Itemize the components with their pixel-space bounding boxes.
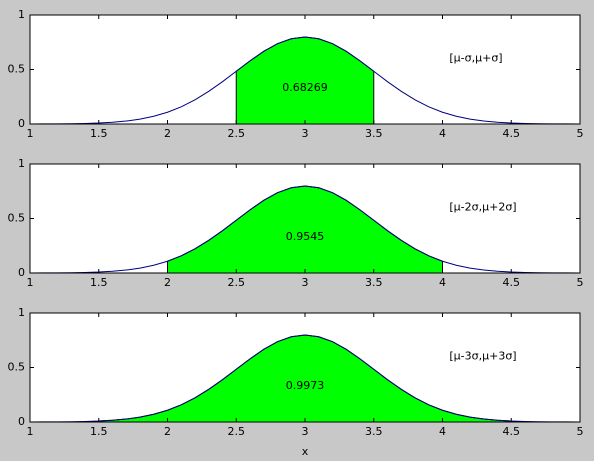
x-axis-label: x	[302, 445, 309, 458]
x-tick-label: 4.5	[503, 127, 521, 140]
x-tick-label: 1.5	[90, 425, 108, 438]
axes-frame	[29, 163, 581, 274]
x-tick-label: 2.5	[228, 276, 246, 289]
y-tick-label: 1	[18, 8, 25, 21]
x-tick-label: 5	[577, 127, 584, 140]
x-tick-label: 1	[27, 127, 34, 140]
x-tick-label: 5	[577, 425, 584, 438]
x-tick-label: 4	[439, 425, 446, 438]
x-tick-label: 3	[302, 276, 309, 289]
interval-label: [μ-3σ,μ+3σ]	[449, 350, 516, 363]
y-tick-label: 0	[18, 266, 25, 279]
x-tick-label: 4	[439, 127, 446, 140]
x-tick-label: 2.5	[228, 127, 246, 140]
interval-label: [μ-σ,μ+σ]	[449, 52, 502, 65]
x-tick-label: 3.5	[365, 276, 383, 289]
area-label: 0.68269	[282, 81, 328, 94]
interval-label: [μ-2σ,μ+2σ]	[449, 201, 516, 214]
x-tick-label: 1	[27, 425, 34, 438]
x-tick-label: 3.5	[365, 425, 383, 438]
y-tick-label: 0.5	[8, 212, 26, 225]
x-tick-label: 2	[164, 276, 171, 289]
x-tick-label: 2	[164, 127, 171, 140]
x-tick-label: 4.5	[503, 276, 521, 289]
pdf-curve	[29, 185, 581, 274]
axes-frame	[29, 14, 581, 125]
y-tick-label: 0	[18, 415, 25, 428]
x-tick-label: 3	[302, 425, 309, 438]
y-tick-label: 1	[18, 306, 25, 319]
y-tick-label: 0	[18, 117, 25, 130]
y-tick-label: 0.5	[8, 361, 26, 374]
x-tick-label: 1.5	[90, 127, 108, 140]
x-tick-label: 3	[302, 127, 309, 140]
axes-frame	[29, 312, 581, 423]
x-tick-label: 5	[577, 276, 584, 289]
area-label: 0.9545	[286, 230, 325, 243]
x-tick-label: 4	[439, 276, 446, 289]
y-tick-label: 0.5	[8, 63, 26, 76]
x-tick-label: 2.5	[228, 425, 246, 438]
x-tick-label: 1.5	[90, 276, 108, 289]
pdf-curve	[29, 334, 581, 423]
x-tick-label: 3.5	[365, 127, 383, 140]
pdf-curve	[29, 36, 581, 125]
x-tick-label: 2	[164, 425, 171, 438]
y-tick-label: 1	[18, 157, 25, 170]
x-tick-label: 4.5	[503, 425, 521, 438]
area-label: 0.9973	[286, 379, 325, 392]
x-tick-label: 1	[27, 276, 34, 289]
